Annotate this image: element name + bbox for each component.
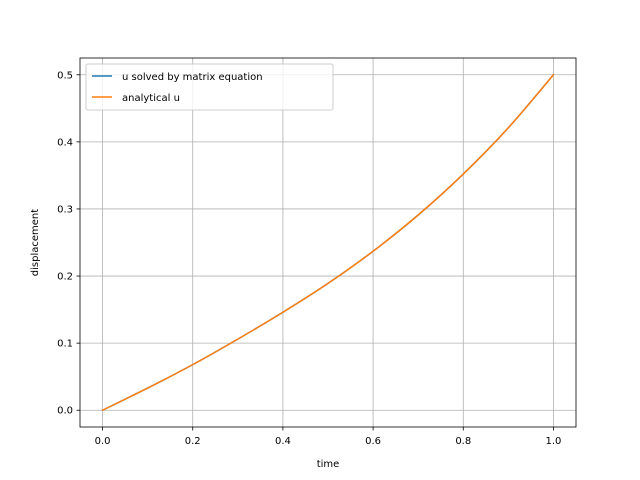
series-1-point-4 [282,312,283,313]
series-1-point-8 [463,174,464,175]
series-lines [101,73,555,412]
y-tick-label-5: 0.5 [57,70,73,81]
x-tick-label-3: 0.6 [365,436,381,447]
grid-lines [80,58,576,427]
x-tick-label-1: 0.2 [185,436,201,447]
x-tick-label-5: 1.0 [546,436,562,447]
x-axis-label: time [317,459,340,470]
y-tick-label-1: 0.1 [57,339,73,350]
series-1-point-2 [192,364,193,365]
x-tick-label-2: 0.4 [275,436,291,447]
series-1-point-3 [237,339,238,340]
series-1-point-6 [373,251,374,252]
legend-label-matrix-solution: u solved by matrix equation [122,72,263,83]
series-1-point-1 [147,388,148,389]
series-line-1 [101,73,555,412]
x-tick-label-4: 0.8 [455,436,471,447]
y-tick-label-0: 0.0 [57,406,73,417]
legend-label-analytical: analytical u [122,93,180,104]
plot-frame [79,57,577,428]
y-tick-label-3: 0.3 [57,204,73,215]
y-tick-label-4: 0.4 [57,137,73,148]
legend-box [85,63,334,111]
y-axis-label: displacement [30,209,41,276]
series-1-point-0 [102,410,103,411]
legend: u solved by matrix equation analytical u [85,63,334,111]
series-1-point-9 [508,127,509,128]
series-1-point-7 [418,214,419,215]
series-1-point-10 [553,74,554,75]
x-tick-label-0: 0.0 [95,436,111,447]
y-tick-label-2: 0.2 [57,272,73,283]
axis-ticks: 0.0 0.2 0.4 0.6 0.8 1.0 0.0 0.1 0.2 0.3 0.4 0.5 [57,70,561,447]
series-1-point-5 [328,283,329,284]
